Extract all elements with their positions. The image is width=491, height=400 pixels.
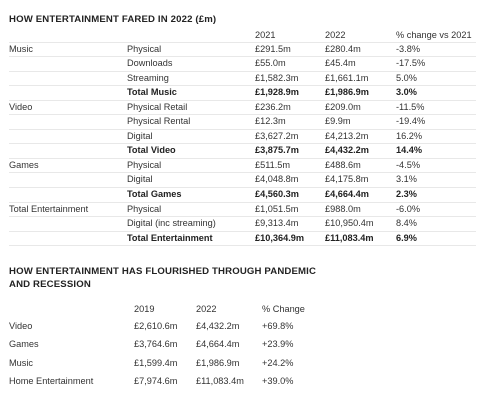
value-2021: £1,582.3m <box>255 72 299 83</box>
percent-change: 8.4% <box>396 218 417 229</box>
value-2022: £209.0m <box>325 101 361 112</box>
table2-header-cell: 2019 <box>134 304 155 314</box>
percent-change: 3.1% <box>396 174 417 185</box>
row-divider <box>9 201 476 203</box>
row-divider <box>9 99 476 101</box>
value-2021: £4,560.3m <box>255 189 299 199</box>
row-divider <box>9 245 476 247</box>
percent-change: 2.3% <box>396 189 417 199</box>
value-2021: £55.0m <box>255 58 286 69</box>
percent-change: -3.8% <box>396 43 421 54</box>
table1-header-cell: 2021 <box>255 30 276 40</box>
percent-change: +39.0% <box>262 375 294 386</box>
percent-change: 5.0% <box>396 72 417 83</box>
row-label: Physical Rental <box>127 116 191 127</box>
value-2021: £1,928.9m <box>255 87 299 98</box>
row-label: Games <box>9 339 39 350</box>
table2-title: HOW ENTERTAINMENT HAS FLOURISHED THROUGH… <box>9 266 317 290</box>
value-2022: £45.4m <box>325 58 356 69</box>
value-2022: £1,986.9m <box>325 87 369 98</box>
row-label: Physical <box>127 43 162 54</box>
row-label: Physical Retail <box>127 101 188 112</box>
table1-header-cell: 2022 <box>325 30 346 40</box>
value-2022: £9.9m <box>325 116 351 127</box>
value-2022: £4,664.4m <box>325 189 369 199</box>
value-2022: £11,083.4m <box>325 232 374 243</box>
value-2022: £280.4m <box>325 43 361 54</box>
row-group-label: Games <box>9 159 39 170</box>
value-2019: £2,610.6m <box>134 321 178 331</box>
row-label: Digital (inc streaming) <box>127 218 216 229</box>
percent-change: -11.5% <box>396 101 425 112</box>
value-2021: £4,048.8m <box>255 174 299 185</box>
value-2022: £10,950.4m <box>325 218 374 229</box>
value-2021: £12.3m <box>255 116 286 127</box>
row-label: Downloads <box>127 58 173 69</box>
table1-header-cell: % change vs 2021 <box>396 30 472 40</box>
row-label: Digital <box>127 130 153 141</box>
row-divider <box>9 172 476 174</box>
value-2019: £1,599.4m <box>134 357 178 368</box>
percent-change: 6.9% <box>396 232 417 243</box>
value-2019: £7,974.6m <box>134 375 178 386</box>
percent-change: 3.0% <box>396 87 417 98</box>
row-label: Digital <box>127 174 153 185</box>
percent-change: +24.2% <box>262 357 294 368</box>
table2-header-cell: % Change <box>262 304 305 314</box>
row-label: Streaming <box>127 72 169 83</box>
value-2021: £9,313.4m <box>255 218 299 229</box>
row-group-label: Music <box>9 43 33 54</box>
table1-title: HOW ENTERTAINMENT FARED IN 2022 (£m) <box>9 14 217 25</box>
row-divider <box>9 216 476 218</box>
value-2022: £988.0m <box>325 203 361 214</box>
row-label: Total Entertainment <box>127 232 213 243</box>
row-label: Physical <box>127 203 162 214</box>
row-label: Total Music <box>127 87 177 98</box>
row-label: Music <box>9 357 33 368</box>
percent-change: -6.0% <box>396 203 421 214</box>
value-2022: £1,661.1m <box>325 72 369 83</box>
row-label: Physical <box>127 159 162 170</box>
row-label: Video <box>9 321 33 331</box>
value-2021: £3,627.2m <box>255 130 299 141</box>
value-2022: £4,432.2m <box>196 321 240 331</box>
row-group-label: Total Entertainment <box>9 203 89 214</box>
value-2022: £1,986.9m <box>196 357 240 368</box>
row-group-label: Video <box>9 101 33 112</box>
value-2021: £511.5m <box>255 159 291 170</box>
row-label: Home Entertainment <box>9 375 94 386</box>
row-divider <box>9 56 476 58</box>
row-divider <box>9 128 476 130</box>
row-divider <box>9 230 476 232</box>
row-divider <box>9 41 476 43</box>
row-label: Total Video <box>127 145 176 156</box>
value-2021: £1,051.5m <box>255 203 299 214</box>
row-divider <box>9 143 476 145</box>
table2-header-cell: 2022 <box>196 304 217 314</box>
value-2021: £3,875.7m <box>255 145 299 156</box>
row-divider <box>9 70 476 72</box>
value-2021: £10,364.9m <box>255 232 305 243</box>
percent-change: 14.4% <box>396 145 423 156</box>
percent-change: +23.9% <box>262 339 294 350</box>
value-2022: £488.6m <box>325 159 361 170</box>
value-2022: £4,664.4m <box>196 339 240 350</box>
row-divider <box>9 114 476 116</box>
value-2019: £3,764.6m <box>134 339 178 350</box>
percent-change: +69.8% <box>262 321 294 331</box>
value-2022: £11,083.4m <box>196 375 244 386</box>
percent-change: -4.5% <box>396 159 421 170</box>
value-2021: £291.5m <box>255 43 291 54</box>
row-divider <box>9 187 476 188</box>
percent-change: 16.2% <box>396 130 423 141</box>
row-label: Total Games <box>127 189 182 199</box>
row-divider <box>9 157 476 159</box>
value-2022: £4,213.2m <box>325 130 369 141</box>
value-2022: £4,175.8m <box>325 174 369 185</box>
percent-change: -19.4% <box>396 116 426 127</box>
row-divider <box>9 85 476 87</box>
value-2022: £4,432.2m <box>325 145 369 156</box>
percent-change: -17.5% <box>396 58 426 69</box>
value-2021: £236.2m <box>255 101 291 112</box>
